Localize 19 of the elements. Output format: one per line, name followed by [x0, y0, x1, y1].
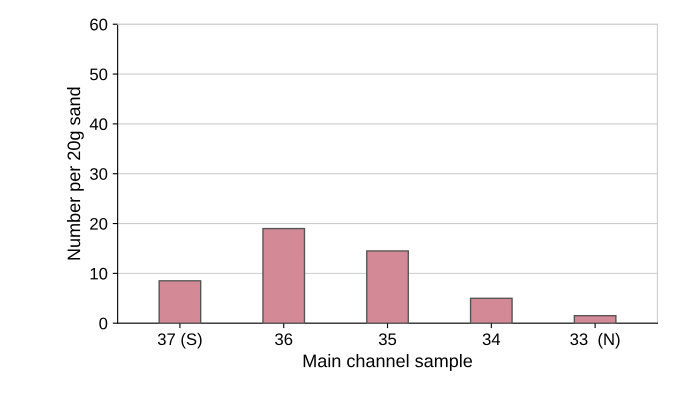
y-tick-label: 10 [90, 268, 108, 280]
y-tick-label: 30 [90, 168, 108, 180]
x-tick-label: 36 [275, 333, 292, 346]
x-tick-label: 34 [482, 333, 500, 346]
bar [262, 228, 306, 324]
x-tick-label: 35 [378, 333, 396, 346]
x-axis-title: Main channel sample [304, 354, 472, 371]
bar [574, 315, 617, 324]
y-tick-label: 50 [90, 68, 108, 80]
y-tick-label: 40 [90, 118, 108, 130]
y-tick-label: 60 [90, 18, 108, 30]
bar [470, 298, 513, 324]
y-tick-label: 20 [90, 218, 108, 230]
y-axis-title: Number per 20g sand [66, 88, 84, 260]
x-tick-label: 37 (S) [158, 332, 202, 348]
y-tick-label: 0 [99, 318, 108, 330]
bar [158, 280, 202, 324]
x-tick-label: 33 (N) [570, 332, 620, 348]
bar [366, 250, 409, 324]
